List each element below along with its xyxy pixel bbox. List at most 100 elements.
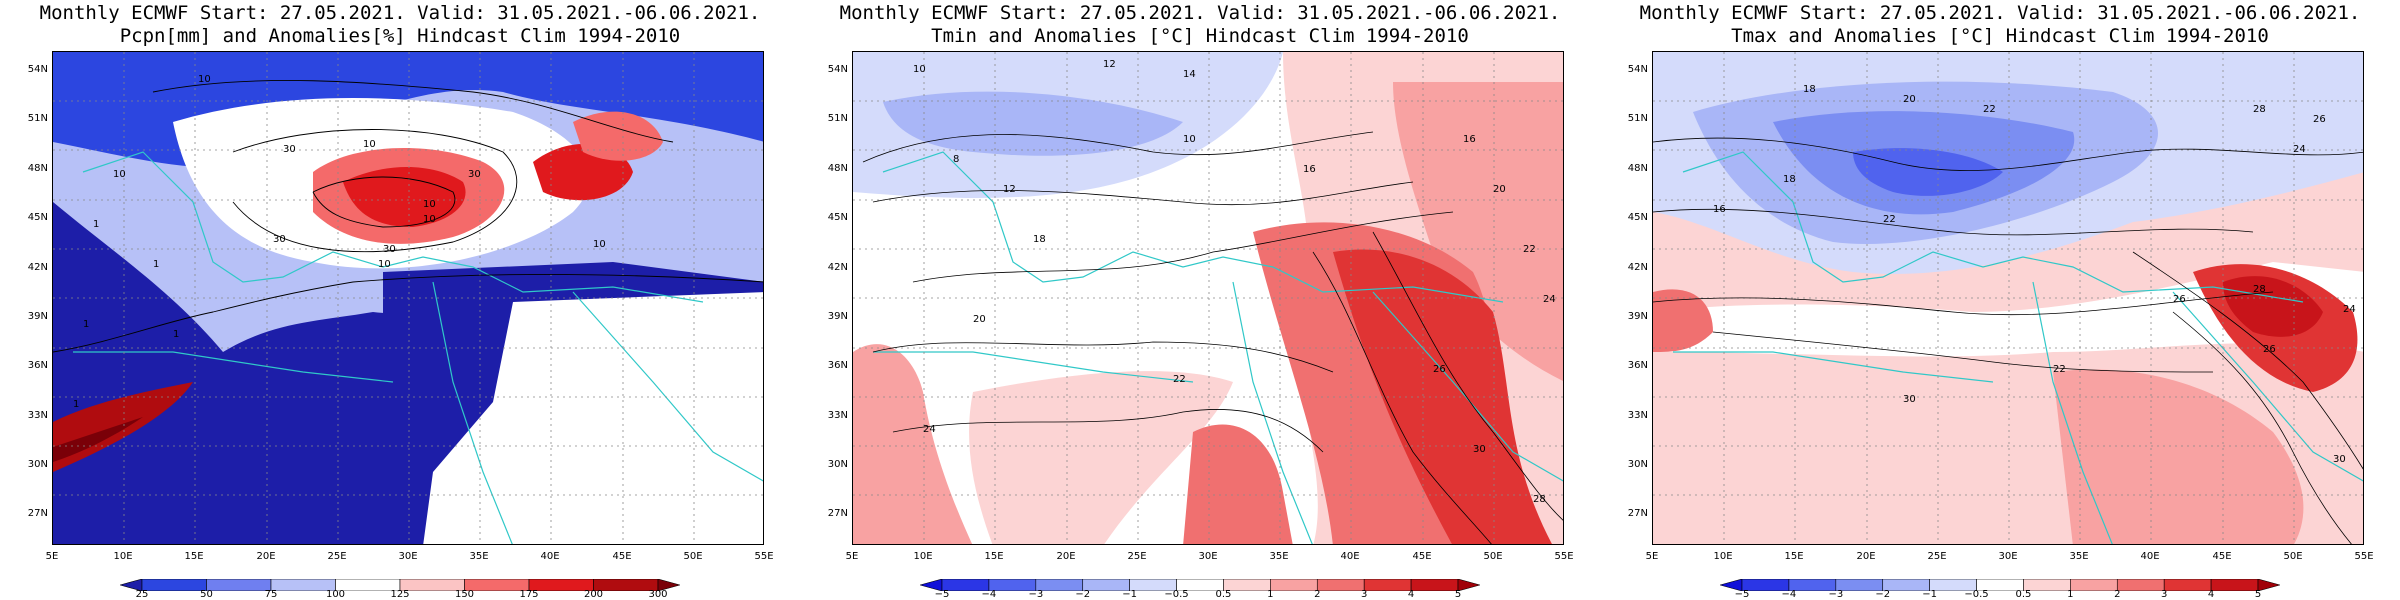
lat-label: 30N	[27, 459, 48, 470]
contour-label: 30	[383, 244, 396, 255]
lat-label: 33N	[27, 410, 48, 421]
colorbar-label: 5	[1454, 589, 1462, 600]
contour-label: 30	[1903, 394, 1916, 405]
lon-label: 55E	[754, 551, 774, 562]
lat-label: 48N	[1627, 163, 1648, 174]
colorbar-label: −4	[981, 589, 997, 600]
lon-label: 20E	[256, 551, 276, 562]
lon-label: 10E	[913, 551, 933, 562]
lon-label: 25E	[327, 551, 347, 562]
colorbar-label: 3	[2160, 589, 2168, 600]
lat-label: 39N	[827, 311, 848, 322]
lat-label: 42N	[1627, 262, 1648, 273]
contour-label: 12	[1003, 184, 1016, 195]
lon-label: 50E	[683, 551, 703, 562]
contour-label: 28	[2253, 104, 2266, 115]
lat-label: 45N	[27, 212, 48, 223]
lon-label: 40E	[540, 551, 560, 562]
panel-title-line1: Monthly ECMWF Start: 27.05.2021. Valid: …	[39, 2, 761, 24]
lon-label: 35E	[2069, 551, 2089, 562]
lon-label: 5E	[45, 551, 59, 562]
colorbar-label: −2	[1075, 589, 1091, 600]
lat-label: 27N	[27, 508, 48, 519]
colorbar-label: −3	[1028, 589, 1044, 600]
contour-label: 26	[2263, 344, 2276, 355]
contour-label: 10	[113, 169, 126, 180]
contour-labels: 18 20 22 24 26 28 30 16 18 22 26 28 22 2…	[1713, 84, 2356, 465]
contour-label: 24	[923, 424, 936, 435]
contour-label: 18	[1783, 174, 1796, 185]
colorbar-swatch	[2257, 579, 2280, 591]
colorbar	[1720, 579, 2280, 591]
contour-label: 30	[468, 169, 481, 180]
lon-label: 30E	[1998, 551, 2018, 562]
contour-label: 18	[1033, 234, 1046, 245]
contour-label: 1	[73, 399, 79, 410]
contour-label: 20	[973, 314, 986, 325]
lon-label: 20E	[1856, 551, 1876, 562]
lat-label: 36N	[27, 360, 48, 371]
contour-label: 24	[2293, 144, 2306, 155]
contour-label: 28	[2253, 284, 2266, 295]
contour-label: 24	[1543, 294, 1556, 305]
lon-label: 25E	[1127, 551, 1147, 562]
contour-labels: 10 10 30 30 10 30 10 10 10 30 10 1 1 1 1…	[73, 74, 606, 410]
lon-label: 5E	[845, 551, 859, 562]
colorbar-label: 175	[519, 589, 539, 600]
lon-label: 20E	[1056, 551, 1076, 562]
contour-label: 20	[1493, 184, 1506, 195]
colorbar-label: 2	[1314, 589, 1321, 600]
lon-label: 45E	[612, 551, 632, 562]
lon-label: 15E	[984, 551, 1004, 562]
lat-label: 36N	[1627, 360, 1648, 371]
colorbar-label: 3	[1360, 589, 1368, 600]
colorbar-label: 5	[2254, 589, 2262, 600]
lon-label: 25E	[1927, 551, 1947, 562]
lat-label: 51N	[1627, 113, 1648, 124]
colorbar-label: −2	[1875, 589, 1891, 600]
colorbar-label: 1	[1267, 589, 1274, 600]
colorbar-label: 125	[390, 589, 410, 600]
contour-label: 10	[913, 64, 926, 75]
colorbar-label: −5	[934, 589, 950, 600]
contour-label: 22	[1983, 104, 1996, 115]
lon-label: 30E	[1198, 551, 1218, 562]
lon-label: 15E	[1784, 551, 1804, 562]
precip-panel: Monthly ECMWF Start: 27.05.2021. Valid: …	[0, 0, 800, 600]
lon-label: 10E	[1713, 551, 1733, 562]
lon-label: 15E	[184, 551, 204, 562]
colorbar-label: −0.5	[1964, 589, 1989, 600]
contour-labels: 10 12 14 16 18 20 22 24 26 28 30 8 10 12…	[913, 59, 1556, 505]
colorbar-label: 4	[2207, 589, 2215, 600]
contour-label: 14	[1183, 69, 1196, 80]
colorbar-label: 0.5	[1215, 589, 1232, 600]
colorbar-label: 300	[648, 589, 668, 600]
colorbar	[120, 579, 680, 591]
lat-label: 48N	[827, 163, 848, 174]
panel-title-line2: Tmax and Anomalies [°C] Hindcast Clim 19…	[1731, 25, 2269, 47]
lat-label: 54N	[1627, 64, 1648, 75]
contour-label: 10	[378, 259, 391, 270]
colorbar-label: 75	[264, 589, 278, 600]
colorbar-label: −3	[1828, 589, 1844, 600]
lat-label: 30N	[827, 459, 848, 470]
lat-label: 51N	[827, 113, 848, 124]
lon-label: 35E	[469, 551, 489, 562]
colorbar-label: −0.5	[1164, 589, 1189, 600]
contour-label: 22	[1883, 214, 1896, 225]
lon-label: 40E	[1340, 551, 1360, 562]
map-plot: 10 12 14 16 18 20 22 24 26 28 30 8 10 12…	[852, 51, 1564, 545]
precip-map: 10 10 30 30 10 30 10 10 10 30 10 1 1 1 1…	[53, 52, 763, 544]
contour-label: 22	[1523, 244, 1536, 255]
contour-label: 10	[363, 139, 376, 150]
contour-label: 1	[83, 319, 89, 330]
contour-label: 24	[2343, 304, 2356, 315]
colorbar-label: 0.5	[2015, 589, 2032, 600]
contour-label: 30	[1473, 444, 1486, 455]
contour-label: 12	[1103, 59, 1116, 70]
lat-label: 27N	[1627, 508, 1648, 519]
lon-label: 35E	[1269, 551, 1289, 562]
colorbar-label: 50	[200, 589, 213, 600]
panel-title-line1: Monthly ECMWF Start: 27.05.2021. Valid: …	[839, 2, 1561, 24]
contour-label: 30	[2333, 454, 2346, 465]
